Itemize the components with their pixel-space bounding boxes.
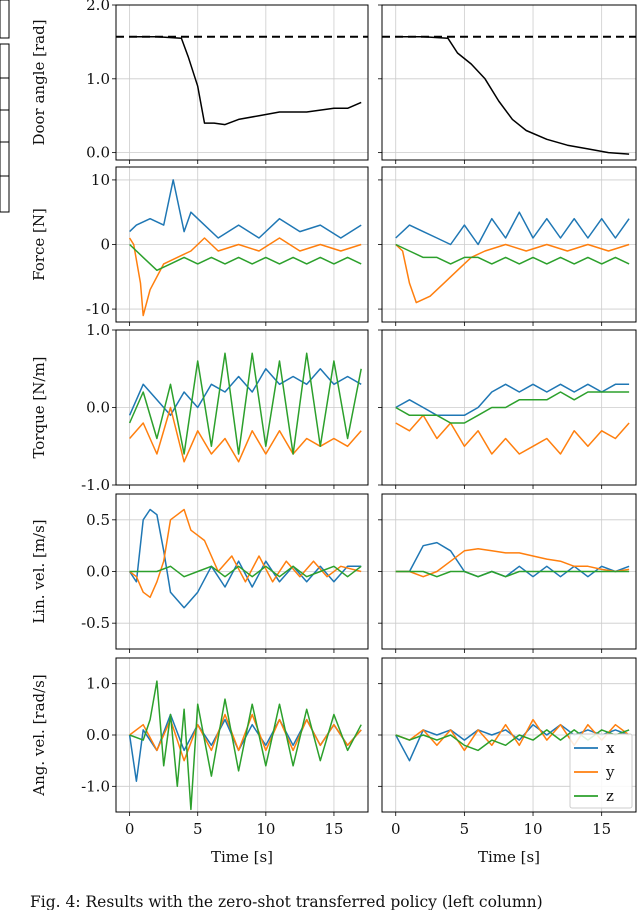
series-line-z: [395, 391, 630, 424]
y-tick-label: 0.0: [86, 399, 110, 417]
series-group: [128, 680, 362, 811]
series-line-x: [128, 713, 362, 782]
y-tick-label: -1.0: [81, 476, 110, 494]
y-tick-label: 0.0: [86, 144, 110, 162]
angular-velocity-panel-right: 0 5 10 15 Time [s] xyz: [378, 657, 637, 866]
series-group: [129, 35, 362, 126]
y-axis-label: Ang. vel. [rad/s]: [30, 674, 48, 797]
y-tick-label: 10: [91, 171, 110, 189]
x-tick-label: 0: [391, 820, 401, 838]
legend-label-z: z: [606, 787, 614, 805]
series-line-x: [129, 179, 362, 239]
series-line-y: [129, 508, 362, 599]
panel-frame: [115, 4, 369, 161]
linear-velocity-panel-right: [378, 493, 637, 653]
cropped-legend-fragment: [0, 0, 10, 213]
y-axis-label: Force [N]: [30, 208, 48, 281]
series-group: [395, 383, 630, 455]
door-angle-panel-right: [378, 4, 637, 164]
y-axis-label: Door angle [rad]: [30, 19, 48, 145]
force-panel-right: [378, 166, 637, 326]
series-line-z: [395, 570, 630, 578]
x-tick-label: 0: [125, 820, 135, 838]
y-tick-label: 1.0: [86, 675, 110, 693]
panel-frame: [115, 493, 369, 650]
series-line-y: [395, 243, 630, 304]
y-tick-label: 1.0: [86, 70, 110, 88]
legend: xyz: [569, 733, 633, 809]
y-axis-label: Torque [N/m]: [30, 356, 48, 458]
series-line-y: [395, 718, 630, 752]
series-line-y: [128, 237, 362, 317]
y-axis-label: Lin. vel. [m/s]: [30, 519, 48, 623]
legend-box: [569, 733, 633, 809]
series-line-z: [129, 565, 362, 578]
y-tick-label: -0.5: [81, 614, 110, 632]
y-tick-label: -10: [86, 300, 110, 318]
angular-velocity-panel-left: 0 5 10 15 Time [s]: [112, 657, 369, 866]
legend-label-y: y: [605, 763, 615, 781]
panel-frame: [115, 657, 369, 813]
cropped-box: [0, 43, 10, 213]
y-tick-label: 0.0: [86, 726, 110, 744]
legend-label-x: x: [606, 739, 615, 757]
figure-caption: Fig. 4: Results with the zero-shot trans…: [30, 893, 543, 910]
series-line-y: [129, 406, 362, 463]
series-line-x: [395, 541, 630, 578]
door-angle-panel-left: [112, 4, 369, 164]
panel-frame: [381, 329, 637, 486]
series-group: [128, 352, 362, 463]
x-axis-label: Time [s]: [478, 848, 540, 866]
series-line-x: [395, 383, 630, 417]
panel-frame: [381, 657, 637, 813]
series-line-y: [129, 713, 362, 762]
series-group: [395, 541, 630, 578]
series-line-door-angle: [395, 35, 630, 155]
x-axis-label: Time [s]: [211, 848, 273, 866]
panel-frame: [381, 4, 637, 161]
torque-panel-left: [112, 329, 369, 489]
x-tick-label: 15: [592, 820, 611, 838]
panel-frame: [115, 166, 369, 323]
panel-frame: [115, 329, 369, 486]
series-line-y: [395, 414, 630, 455]
linear-velocity-panel-left: [112, 493, 369, 653]
series-group: [128, 508, 362, 609]
x-tick-label: 10: [523, 820, 542, 838]
force-panel-left: [112, 166, 369, 326]
series-group: [395, 35, 630, 155]
y-tick-label: 0.0: [86, 563, 110, 581]
series-line-door-angle: [129, 35, 362, 126]
x-tick-label: 15: [324, 820, 343, 838]
y-tick-label: 2.0: [86, 0, 110, 14]
panel-frame: [381, 493, 637, 650]
y-tick-label: 0: [100, 236, 110, 254]
series-line-z: [129, 243, 362, 272]
series-line-x: [128, 508, 362, 609]
series-line-z: [128, 352, 362, 455]
panel-frame: [381, 166, 637, 323]
x-tick-label: 5: [193, 820, 203, 838]
y-tick-label: -1.0: [81, 777, 110, 795]
series-line-y: [395, 548, 630, 578]
cropped-box: [0, 0, 10, 39]
series-line-z: [129, 680, 362, 811]
series-group: [395, 211, 630, 304]
y-tick-label: 1.0: [86, 321, 110, 339]
torque-panel-right: [378, 329, 637, 489]
x-tick-label: 5: [460, 820, 470, 838]
series-group: [128, 179, 362, 317]
series-line-x: [395, 211, 630, 246]
x-tick-label: 10: [256, 820, 275, 838]
y-tick-label: 0.5: [86, 511, 110, 529]
series-line-z: [395, 243, 630, 265]
